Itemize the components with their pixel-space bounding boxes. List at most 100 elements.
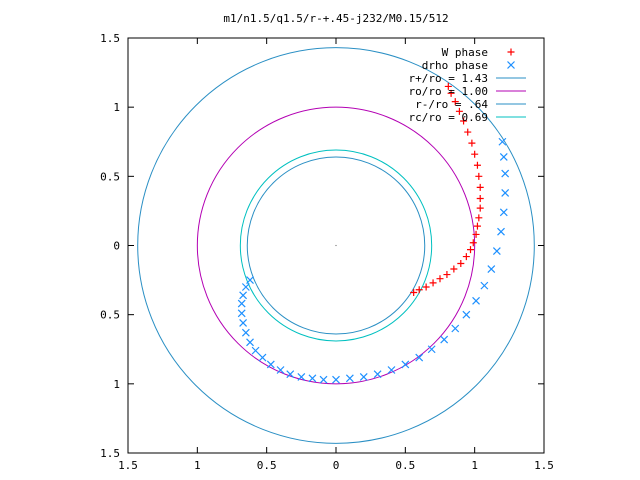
- data-point: [499, 153, 508, 161]
- y-tick-label: 1: [113, 101, 120, 114]
- legend-item: rc/ro = 0.69: [409, 111, 526, 124]
- data-point: [471, 150, 479, 158]
- legend-label: r+/ro = 1.43: [409, 72, 488, 85]
- data-point: [410, 289, 418, 297]
- data-point: [429, 279, 437, 287]
- data-point: [457, 259, 465, 267]
- legend-label: r-/ro = .64: [415, 98, 488, 111]
- legend-item: drho phase: [422, 59, 515, 72]
- legend-label: W phase: [442, 46, 488, 59]
- plot-series: [137, 47, 535, 444]
- data-point: [472, 230, 480, 238]
- data-point: [447, 89, 455, 97]
- chart-title: m1/n1.5/q1.5/r-+.45-j232/M0.15/512: [223, 12, 448, 25]
- data-point: [443, 271, 451, 279]
- x-tick-label: 1.5: [118, 459, 138, 472]
- circle-series-2: [137, 47, 535, 444]
- data-point: [498, 137, 507, 146]
- y-tick-label: 1: [113, 378, 120, 391]
- axis-ticks: 1.5 1 0.5 0 0.5 1 1.51.510.500.511.5: [100, 32, 554, 472]
- data-point: [451, 98, 459, 106]
- data-point: [308, 374, 317, 383]
- data-point: [497, 227, 505, 236]
- data-point: [473, 222, 481, 230]
- y-tick-label: 0.5: [100, 170, 120, 183]
- data-point: [492, 247, 501, 255]
- x-tick-label: 1: [471, 459, 478, 472]
- point-series-1: [237, 137, 510, 384]
- data-point: [462, 253, 470, 261]
- data-point: [415, 286, 423, 294]
- data-point: [239, 291, 248, 300]
- data-point: [237, 299, 246, 308]
- data-point: [387, 366, 396, 374]
- data-point: [473, 161, 481, 169]
- x-tick-label: 0: [333, 459, 340, 472]
- x-tick-label: 1: [194, 459, 201, 472]
- data-point: [297, 372, 306, 381]
- data-point: [239, 319, 248, 327]
- data-point: [480, 281, 489, 290]
- data-point: [319, 375, 328, 384]
- data-point: [427, 345, 436, 354]
- data-point: [286, 370, 295, 379]
- data-point: [476, 183, 484, 191]
- data-point: [373, 370, 382, 379]
- data-point: [472, 296, 480, 305]
- data-point: [401, 360, 410, 369]
- data-point: [415, 353, 424, 362]
- data-point: [468, 139, 476, 147]
- data-point: [276, 366, 285, 374]
- data-point: [499, 208, 508, 217]
- data-point: [241, 328, 250, 337]
- data-point: [258, 353, 267, 362]
- data-point: [237, 309, 246, 318]
- data-point: [436, 275, 444, 283]
- data-point: [345, 374, 354, 383]
- data-point: [246, 276, 254, 285]
- data-point: [501, 189, 510, 197]
- legend-marker: [507, 48, 515, 56]
- y-tick-label: 0.5: [100, 309, 120, 322]
- data-point: [266, 360, 275, 369]
- legend-label: drho phase: [422, 59, 488, 72]
- data-point: [476, 194, 484, 202]
- origin-dot: [335, 244, 337, 247]
- legend-label: ro/ro = 1.00: [409, 85, 488, 98]
- data-point: [476, 204, 484, 212]
- data-point: [332, 375, 340, 384]
- circle-series-3: [196, 106, 476, 385]
- legend-item: r+/ro = 1.43: [409, 72, 526, 85]
- x-tick-label: 1.5: [534, 459, 554, 472]
- data-point: [251, 346, 260, 355]
- data-point: [469, 239, 477, 247]
- data-point: [464, 128, 472, 136]
- data-point: [422, 283, 430, 291]
- legend-item: W phase: [442, 46, 515, 59]
- data-point: [487, 265, 496, 273]
- legend-item: r-/ro = .64: [415, 98, 526, 111]
- data-point: [359, 372, 368, 381]
- data-point: [475, 214, 483, 222]
- data-point: [440, 335, 449, 344]
- point-series-0: [410, 82, 484, 297]
- data-point: [455, 107, 463, 115]
- data-point: [246, 338, 254, 347]
- y-tick-label: 1.5: [100, 32, 120, 45]
- y-tick-label: 1.5: [100, 447, 120, 460]
- y-tick-label: 0: [113, 240, 120, 253]
- legend-label: rc/ro = 0.69: [409, 111, 488, 124]
- data-point: [444, 82, 452, 90]
- x-tick-label: 0.5: [257, 459, 277, 472]
- legend-item: ro/ro = 1.00: [409, 85, 526, 98]
- data-point: [467, 246, 475, 254]
- data-point: [462, 310, 471, 319]
- x-tick-label: 0.5: [395, 459, 415, 472]
- legend-marker: [507, 61, 515, 69]
- data-point: [451, 324, 460, 333]
- data-point: [460, 117, 468, 125]
- data-point: [450, 265, 458, 273]
- circle-series-5: [239, 149, 433, 342]
